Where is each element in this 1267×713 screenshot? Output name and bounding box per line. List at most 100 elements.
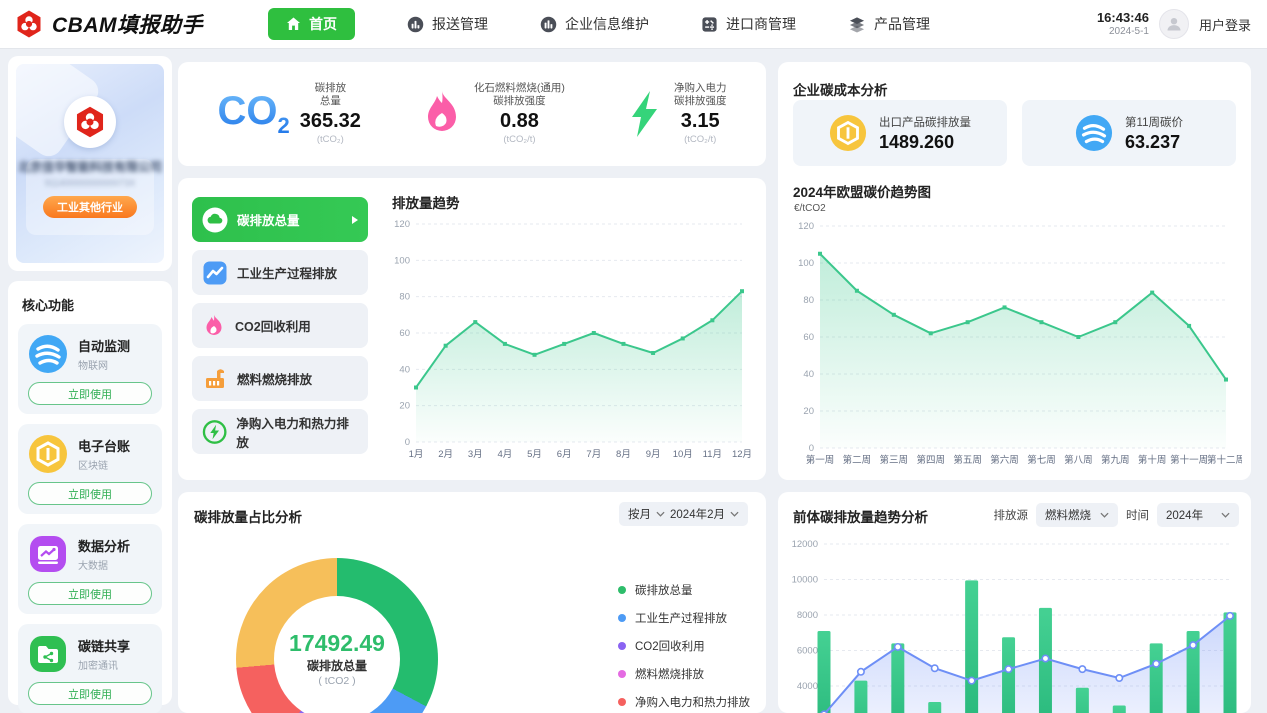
- svg-text:2月: 2月: [438, 449, 453, 460]
- flame-icon: [427, 91, 456, 131]
- svg-text:第七周: 第七周: [1027, 454, 1056, 466]
- analytics-icon: [30, 536, 66, 572]
- kpi-unit: (tCO₂/t): [684, 134, 717, 146]
- donut-total-unit: ( tCO2 ): [318, 674, 356, 687]
- func-title: 碳链共享: [78, 639, 131, 654]
- brand-logo-icon: [17, 10, 41, 38]
- svg-text:7月: 7月: [586, 449, 601, 460]
- carbon-cost-card: 企业碳成本分析 出口产品碳排放量 1489.260 第11周碳价 63.237 …: [778, 62, 1251, 480]
- carbon-cost-title: 企业碳成本分析: [793, 83, 888, 98]
- coin-cube-icon: [829, 114, 867, 152]
- avatar[interactable]: [1158, 9, 1189, 39]
- func-subtitle: 区块链: [78, 461, 108, 472]
- nav-item-importer[interactable]: 进口商管理: [701, 14, 796, 34]
- svg-text:120: 120: [394, 219, 410, 230]
- svg-text:6000: 6000: [797, 646, 818, 657]
- legend-row[interactable]: 净购入电力和热力排放441.64tCO2: [618, 688, 766, 713]
- globe-icon: [1075, 114, 1113, 152]
- time-value: 2024年: [1166, 510, 1204, 522]
- tab-industrial-process[interactable]: 工业生产过程排放: [192, 250, 368, 295]
- nav-item-products[interactable]: 产品管理: [848, 14, 930, 34]
- precursor-chart[interactable]: 0200040006000800010000120001月2月3月4月5月6月7…: [782, 534, 1244, 713]
- use-now-button[interactable]: 立即使用: [28, 682, 152, 705]
- legend-name: CO2回收利用: [635, 641, 705, 653]
- svg-text:80: 80: [803, 295, 814, 306]
- use-now-button[interactable]: 立即使用: [28, 382, 152, 405]
- legend-row[interactable]: CO2回收利用7127.77tCO2: [618, 632, 766, 660]
- eu-price-yaxis-unit: €/tCO2: [794, 203, 826, 214]
- user-icon: [1167, 18, 1181, 31]
- chevron-down-icon: [1221, 512, 1230, 518]
- company-logo-icon: [76, 106, 104, 138]
- func-card-ledger: 电子台账 区块链 立即使用: [18, 424, 162, 514]
- emission-trend-chart[interactable]: 0 20 40 60 80 100 120 1月 2月 3月 4月 5月 6月 7月 8月 9月 10月 11月 1…: [382, 210, 754, 473]
- use-now-button[interactable]: 立即使用: [28, 482, 152, 505]
- nav-item-label: 企业信息维护: [565, 16, 649, 32]
- core-functions-title: 核心功能: [22, 298, 75, 313]
- svg-text:10000: 10000: [792, 575, 818, 586]
- func-subtitle: 加密通讯: [78, 661, 118, 672]
- chevron-down-icon: [1100, 512, 1109, 518]
- nav-item-label: 首页: [309, 16, 337, 32]
- kpi-value: 3.15: [680, 110, 720, 133]
- industry-tag: 工业其他行业: [43, 196, 137, 218]
- legend-row[interactable]: 工业生产过程排放7889.24tCO2: [618, 604, 766, 632]
- clock: 16:43:46 2024-5-1: [1097, 10, 1149, 37]
- period-filter-dropdown[interactable]: 按月 2024年2月: [619, 502, 748, 526]
- tab-fuel-combustion[interactable]: 燃料燃烧排放: [192, 356, 368, 401]
- svg-text:12月: 12月: [732, 449, 752, 460]
- use-now-button[interactable]: 立即使用: [28, 582, 152, 605]
- source-value: 燃料燃烧: [1045, 510, 1091, 522]
- svg-text:100: 100: [394, 255, 410, 266]
- nav-item-home[interactable]: 首页: [268, 8, 355, 40]
- legend-row[interactable]: 碳排放总量7814.07tCO2: [618, 576, 766, 604]
- tab-label: 碳排放总量: [237, 214, 300, 228]
- svg-text:第九周: 第九周: [1101, 454, 1130, 466]
- nav-item-company-info[interactable]: 企业信息维护: [540, 14, 649, 34]
- eu-price-title: 2024年欧盟碳价趋势图: [793, 185, 932, 200]
- func-subtitle: 物联网: [78, 361, 108, 372]
- kpi-label: 碳排放: [314, 81, 347, 94]
- login-link[interactable]: 用户登录: [1198, 17, 1251, 33]
- bolt-icon: [631, 91, 657, 137]
- nav-item-label: 报送管理: [432, 16, 488, 32]
- eu-price-chart[interactable]: 0 20 40 60 80 100 120 第一周 第二周 第三周 第四周 第五周 第六周 第七周 第八周第…: [784, 212, 1245, 479]
- tab-co2-recovery[interactable]: CO2回收利用: [192, 303, 368, 348]
- factory-icon: [206, 368, 224, 388]
- svg-text:0: 0: [809, 443, 814, 454]
- time-dropdown[interactable]: 2024年: [1157, 503, 1239, 527]
- report-chart-icon: [407, 16, 424, 32]
- tab-purchased-power[interactable]: 净购入电力和热力排放: [192, 409, 368, 454]
- source-dropdown[interactable]: 燃料燃烧: [1036, 503, 1118, 527]
- donut-legend: 碳排放总量7814.07tCO2 工业生产过程排放7889.24tCO2 CO2…: [618, 576, 766, 713]
- co2-text-icon: CO2: [217, 89, 290, 138]
- emission-trend-card: 碳排放总量 工业生产过程排放 CO2回收利用 燃料燃烧排放: [178, 178, 766, 480]
- tab-label: 工业生产过程排放: [237, 267, 338, 281]
- legend-dot: [618, 614, 626, 622]
- kpi-value: 365.32: [299, 110, 361, 133]
- svg-text:60: 60: [803, 332, 814, 343]
- clock-date: 2024-5-1: [1108, 25, 1149, 37]
- chevron-down-icon: [656, 511, 665, 517]
- svg-text:第二周: 第二周: [843, 454, 872, 466]
- svg-text:第十一周: 第十一周: [1170, 454, 1208, 466]
- emission-share-donut[interactable]: 17492.49 碳排放总量 ( tCO2 ): [236, 558, 438, 713]
- brand: CBAM填报助手: [0, 9, 268, 39]
- svg-text:60: 60: [399, 328, 410, 339]
- tab-total-emission[interactable]: 碳排放总量: [192, 197, 368, 242]
- svg-text:12000: 12000: [792, 539, 818, 550]
- legend-row[interactable]: 燃料燃烧排放840.63tCO2: [618, 660, 766, 688]
- weekly-price-box: 第11周碳价 63.237: [1022, 100, 1236, 166]
- svg-text:20: 20: [803, 406, 814, 417]
- nav-right: 16:43:46 2024-5-1 用户登录: [1097, 9, 1267, 39]
- svg-text:5月: 5月: [527, 449, 542, 460]
- nav-item-reporting[interactable]: 报送管理: [407, 14, 488, 34]
- legend-name: 工业生产过程排放: [635, 613, 727, 625]
- legend-dot: [618, 642, 626, 650]
- precursor-controls: 排放源 燃料燃烧 时间 2024年: [994, 503, 1239, 527]
- svg-text:0: 0: [405, 437, 410, 448]
- time-label: 时间: [1126, 510, 1149, 522]
- flame-icon: [206, 314, 222, 335]
- precursor-trend-card: 前体碳排放量趋势分析 排放源 燃料燃烧 时间 2024年 02000400060…: [778, 492, 1251, 713]
- trend-chart-icon: [203, 261, 227, 284]
